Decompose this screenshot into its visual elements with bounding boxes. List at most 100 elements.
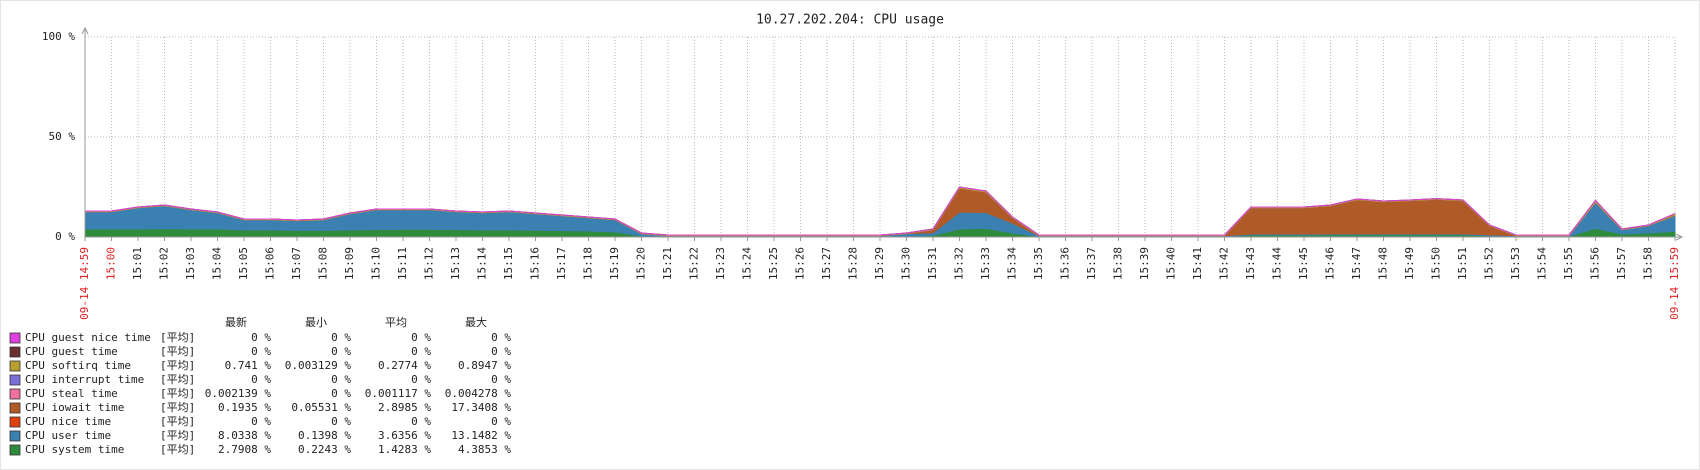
x-tick-label: 15:20 — [635, 247, 648, 280]
legend-func: [平均] — [160, 387, 195, 400]
x-tick-label: 15:33 — [979, 247, 992, 280]
legend-stat: 0 % — [331, 415, 351, 428]
x-tick-label: 15:39 — [1138, 247, 1151, 280]
x-tick-label: 15:19 — [608, 247, 621, 280]
x-tick-label: 15:46 — [1324, 247, 1337, 280]
legend-stat: 0.1935 % — [218, 401, 271, 414]
legend-func: [平均] — [160, 415, 195, 428]
legend-stat: 0 % — [331, 387, 351, 400]
x-tick-label: 15:13 — [449, 247, 462, 280]
x-tick-label: 15:29 — [873, 247, 886, 280]
legend-func: [平均] — [160, 443, 195, 456]
legend-label: CPU interrupt time — [25, 373, 144, 386]
legend-stat: 0.2243 % — [298, 443, 351, 456]
y-tick-label: 0 % — [55, 230, 75, 243]
legend-stat: 2.8985 % — [378, 401, 431, 414]
legend-stat: 3.6356 % — [378, 429, 431, 442]
x-tick-label: 15:16 — [529, 247, 542, 280]
x-tick-label: 15:58 — [1642, 247, 1655, 280]
legend-stat: 0 % — [491, 331, 511, 344]
x-tick-label: 15:22 — [688, 247, 701, 280]
legend-swatch — [9, 444, 21, 456]
legend-stat: 0 % — [251, 331, 271, 344]
x-tick-label: 15:42 — [1218, 247, 1231, 280]
legend-stat: 0 % — [331, 345, 351, 358]
x-tick-label: 15:23 — [714, 247, 727, 280]
legend-label: CPU iowait time — [25, 401, 124, 414]
x-tick-label: 15:18 — [582, 247, 595, 280]
x-tick-label: 15:14 — [476, 247, 489, 280]
legend-swatch — [9, 430, 21, 442]
legend-label: CPU guest nice time — [25, 331, 151, 344]
legend-stat: 0.004278 % — [445, 387, 512, 400]
legend-label: CPU softirq time — [25, 359, 131, 372]
legend-stat: 0 % — [251, 373, 271, 386]
legend-stat: 8.0338 % — [218, 429, 271, 442]
chart-title: 10.27.202.204: CPU usage — [756, 13, 944, 28]
x-tick-label: 15:06 — [264, 247, 277, 280]
legend-stat: 0.1398 % — [298, 429, 351, 442]
x-tick-label: 15:45 — [1297, 247, 1310, 280]
legend-stat: 0 % — [331, 331, 351, 344]
legend-label: CPU guest time — [25, 345, 118, 358]
legend-header: 最小 — [305, 316, 327, 329]
legend-swatch — [9, 346, 21, 358]
legend-stat: 0 % — [411, 415, 431, 428]
x-tick-label: 15:25 — [767, 247, 780, 280]
legend-stat: 0.002139 % — [205, 387, 272, 400]
y-tick-label: 50 % — [49, 130, 76, 143]
x-tick-label: 15:24 — [741, 247, 754, 280]
legend-func: [平均] — [160, 359, 195, 372]
x-tick-label: 15:31 — [926, 247, 939, 280]
legend-stat: 2.7908 % — [218, 443, 271, 456]
x-tick-label: 15:27 — [820, 247, 833, 280]
legend-label: CPU system time — [25, 443, 124, 456]
x-tick-label: 15:00 — [105, 247, 118, 280]
legend-func: [平均] — [160, 345, 195, 358]
x-tick-label: 15:38 — [1112, 247, 1125, 280]
x-tick-label: 15:49 — [1403, 247, 1416, 280]
legend-stat: 0 % — [251, 345, 271, 358]
legend-stat: 0 % — [411, 345, 431, 358]
x-tick-label: 15:21 — [661, 247, 674, 280]
x-tick-label: 15:01 — [131, 247, 144, 280]
legend-func: [平均] — [160, 429, 195, 442]
x-tick-label: 15:26 — [794, 247, 807, 280]
x-tick-label: 15:44 — [1271, 247, 1284, 280]
x-tick-label: 15:50 — [1430, 247, 1443, 280]
x-tick-label: 15:07 — [290, 247, 303, 280]
x-tick-label: 15:56 — [1589, 247, 1602, 280]
x-tick-label: 09-14 15:59 — [1668, 247, 1681, 320]
x-tick-label: 15:30 — [900, 247, 913, 280]
x-tick-label: 15:02 — [158, 247, 171, 280]
legend-stat: 1.4283 % — [378, 443, 431, 456]
legend-swatch — [9, 416, 21, 428]
x-tick-label: 15:41 — [1191, 247, 1204, 280]
legend-swatch — [9, 374, 21, 386]
x-tick-label: 15:48 — [1377, 247, 1390, 280]
y-tick-label: 100 % — [42, 30, 75, 43]
x-tick-label: 15:28 — [847, 247, 860, 280]
legend-stat: 0.2774 % — [378, 359, 431, 372]
legend-stat: 13.1482 % — [451, 429, 511, 442]
legend-stat: 4.3853 % — [458, 443, 511, 456]
x-tick-label: 15:34 — [1006, 247, 1019, 280]
area — [85, 186, 1676, 236]
legend-func: [平均] — [160, 331, 195, 344]
legend-swatch — [9, 360, 21, 372]
x-tick-label: 15:10 — [370, 247, 383, 280]
legend-header: 平均 — [385, 316, 407, 329]
legend-label: CPU user time — [25, 429, 111, 442]
legend-stat: 0.05531 % — [291, 401, 351, 414]
legend-stat: 0 % — [491, 345, 511, 358]
legend-swatch — [9, 332, 21, 344]
x-tick-label: 15:08 — [317, 247, 330, 280]
legend-stat: 0.8947 % — [458, 359, 511, 372]
legend-stat: 0 % — [331, 373, 351, 386]
x-tick-label: 15:47 — [1350, 247, 1363, 280]
legend-label: CPU steal time — [25, 387, 118, 400]
legend-header: 最大 — [465, 315, 487, 329]
x-tick-label: 15:40 — [1165, 247, 1178, 280]
x-tick-label: 15:05 — [237, 247, 250, 280]
x-tick-label: 15:54 — [1536, 247, 1549, 280]
